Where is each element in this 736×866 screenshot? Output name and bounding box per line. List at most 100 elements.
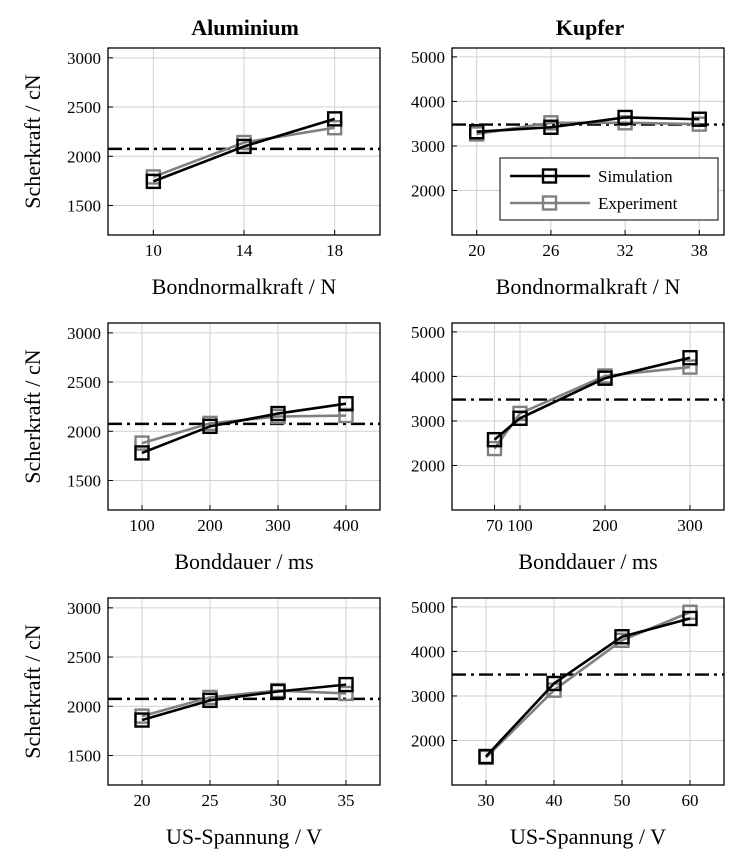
y-tick-label-0: 2000	[411, 456, 445, 475]
column-title-kupfer: Kupfer	[556, 15, 625, 40]
x-tick-label-1: 40	[546, 791, 563, 810]
plot-frame	[451, 597, 725, 786]
y-tick-label-3: 5000	[411, 48, 445, 67]
x-tick-label-0: 70	[486, 516, 503, 535]
marker-simulation-0	[469, 124, 485, 140]
x-tick-label-3: 35	[338, 791, 355, 810]
x-axis-label: Bondnormalkraft / N	[496, 274, 681, 299]
y-tick-label-1: 3000	[411, 412, 445, 431]
x-tick-label-2: 300	[265, 516, 291, 535]
series-line-experiment	[152, 126, 335, 179]
marker-simulation-1	[202, 692, 218, 709]
series-line-simulation	[141, 683, 347, 722]
legend-marker-experiment	[541, 195, 558, 211]
marker-experiment-0	[134, 435, 150, 451]
x-axis-label: Bondnormalkraft / N	[152, 274, 337, 299]
y-tick-label-0: 1500	[67, 746, 101, 765]
marker-simulation-0	[486, 431, 503, 448]
x-tick-label-0: 100	[129, 516, 155, 535]
panel-4: 70 100 200 300 2000 3000 4000 5000 Bonddauer / m…	[411, 322, 725, 574]
y-tick-label-3: 3000	[67, 599, 101, 618]
x-tick-label-1: 200	[197, 516, 223, 535]
marker-experiment-3	[338, 685, 354, 702]
x-axis-label: US-Spannung / V	[166, 824, 322, 849]
series-line-experiment	[493, 365, 691, 450]
plot-frame	[107, 322, 381, 511]
y-tick-label-2: 2500	[67, 98, 101, 117]
marker-simulation-3	[682, 350, 698, 366]
series-line-experiment	[485, 611, 691, 759]
marker-simulation-1	[202, 418, 218, 435]
panel-3: 100 200 300 400 1500 2000 2500 3000 Bonddauer / …	[20, 322, 381, 574]
marker-simulation-2	[617, 109, 633, 126]
x-tick-label-2: 32	[617, 241, 634, 260]
marker-experiment-3	[682, 359, 698, 375]
x-tick-label-2: 50	[614, 791, 631, 810]
x-tick-label-0: 20	[134, 791, 151, 810]
marker-simulation-2	[597, 370, 613, 386]
x-tick-label-0: 20	[468, 241, 485, 260]
y-tick-label-1: 2000	[67, 422, 101, 441]
marker-simulation-3	[682, 610, 698, 627]
y-tick-label-2: 2500	[67, 648, 101, 667]
marker-simulation-1	[236, 138, 252, 155]
marker-simulation-1	[512, 410, 528, 426]
x-tick-label-1: 25	[202, 791, 219, 810]
x-tick-label-1: 14	[236, 241, 254, 260]
legend-label-simulation: Simulation	[598, 167, 673, 186]
legend-label-experiment: Experiment	[598, 194, 678, 213]
y-tick-label-0: 2000	[411, 731, 445, 750]
panel-5: 20 25 30 35 1500 2000 2500 3000 US-Spannung / V S…	[20, 597, 381, 849]
panel-1: 10 14 18 1500 2000 2500 3000 Bondnormalkraft / …	[20, 47, 381, 299]
y-tick-label-1: 3000	[411, 687, 445, 706]
series-line-simulation	[476, 116, 700, 134]
marker-experiment-2	[326, 120, 343, 136]
marker-simulation-0	[145, 173, 162, 190]
marker-simulation-2	[614, 629, 630, 645]
plot-frame	[451, 322, 725, 511]
x-tick-label-3: 38	[691, 241, 708, 260]
series-line-simulation	[493, 356, 691, 441]
y-tick-label-2: 4000	[411, 367, 445, 386]
y-tick-label-0: 2000	[411, 181, 445, 200]
x-axis-label: US-Spannung / V	[510, 824, 666, 849]
x-tick-label-0: 30	[478, 791, 495, 810]
y-axis-label: Scherkraft / cN	[20, 624, 45, 758]
x-tick-label-3: 60	[682, 791, 699, 810]
marker-simulation-0	[134, 445, 150, 461]
x-axis-label: Bonddauer / ms	[518, 549, 657, 574]
series-line-simulation	[485, 617, 691, 758]
series-line-experiment	[141, 689, 347, 718]
legend-box	[499, 157, 719, 221]
y-axis-label: Scherkraft / cN	[20, 74, 45, 208]
y-tick-label-2: 4000	[411, 92, 445, 111]
marker-simulation-3	[338, 396, 354, 412]
y-tick-label-2: 2500	[67, 373, 101, 392]
marker-simulation-1	[546, 675, 562, 692]
y-tick-label-1: 2000	[67, 697, 101, 716]
x-axis-label: Bonddauer / ms	[174, 549, 313, 574]
y-tick-label-1: 3000	[411, 137, 445, 156]
marker-simulation-2	[326, 111, 343, 127]
x-tick-label-2: 200	[592, 516, 618, 535]
marker-simulation-2	[270, 405, 286, 422]
y-tick-label-3: 3000	[67, 49, 101, 68]
x-tick-label-2: 30	[270, 791, 287, 810]
marker-simulation-0	[478, 748, 494, 765]
plot-frame	[451, 47, 725, 236]
panels: 10 14 18 1500 2000 2500 3000 Bondnormalkraft / …	[20, 47, 725, 849]
marker-experiment-0	[486, 440, 503, 457]
marker-simulation-1	[543, 119, 559, 135]
plot-frame	[107, 597, 381, 786]
y-tick-label-1: 2000	[67, 147, 101, 166]
marker-simulation-3	[338, 676, 354, 693]
panel-6: 30 40 50 60 2000 3000 4000 5000 US-Spannung / V	[411, 597, 725, 849]
x-tick-label-3: 300	[677, 516, 703, 535]
panel-2: 20 26 32 38 2000 3000 4000 5000 Bondnormalkraft …	[411, 47, 725, 299]
legend: Simulation Experiment	[499, 157, 719, 221]
y-tick-label-3: 5000	[411, 598, 445, 617]
y-tick-label-3: 5000	[411, 323, 445, 342]
y-tick-label-0: 1500	[67, 471, 101, 490]
y-tick-label-2: 4000	[411, 642, 445, 661]
